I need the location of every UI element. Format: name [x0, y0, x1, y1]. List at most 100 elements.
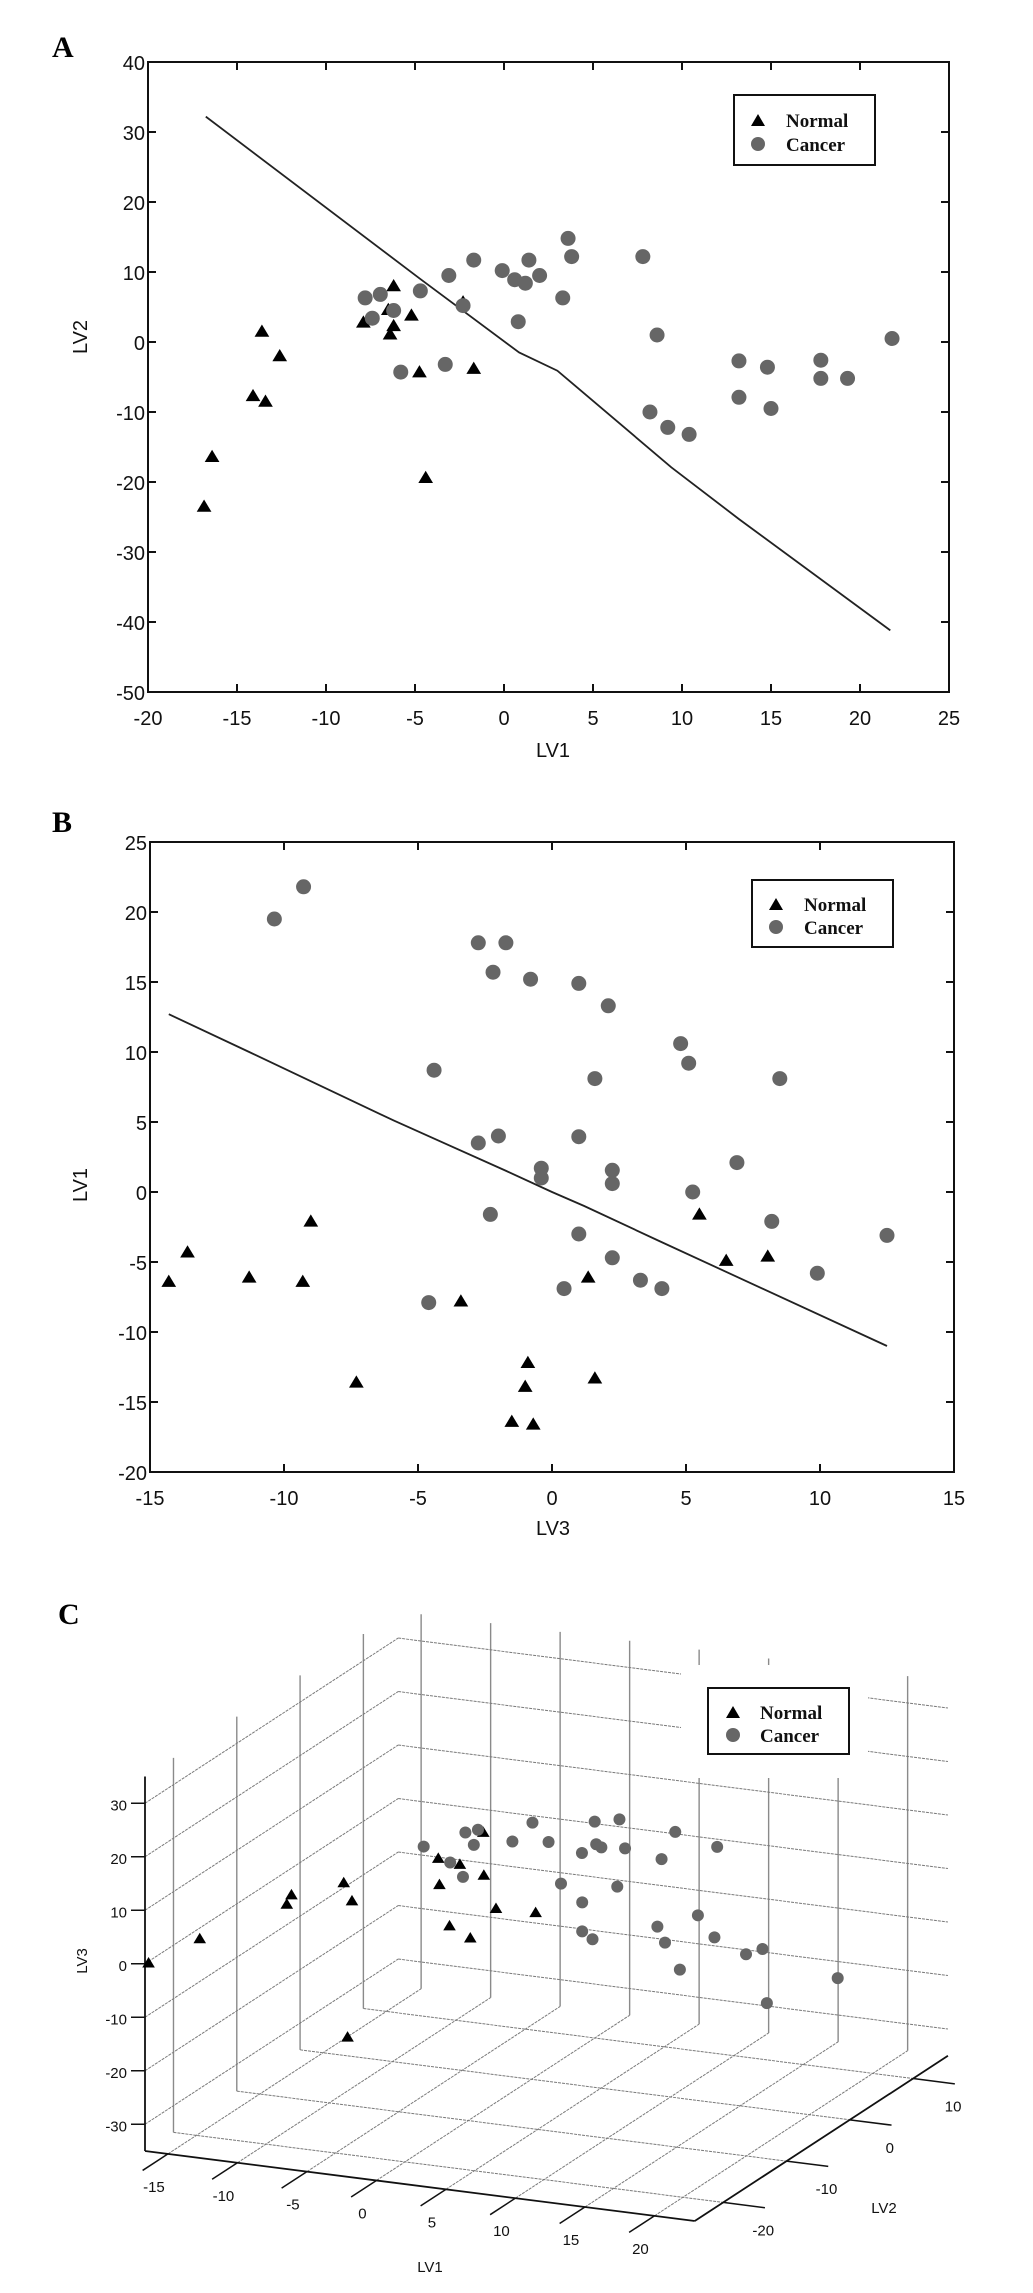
data-point-normal: [760, 1249, 776, 1262]
data-point-normal: [386, 279, 401, 292]
grid-line-left-wall: [144, 1851, 399, 2018]
grid-line-back-wall: [398, 1744, 949, 1816]
data-point-cancer: [576, 1896, 589, 1909]
data-point-normal: [466, 361, 482, 374]
data-point-cancer: [459, 1826, 472, 1839]
data-point-cancer: [490, 1128, 506, 1144]
data-point-cancer: [654, 1281, 670, 1297]
data-point-cancer: [813, 370, 829, 386]
data-point-cancer: [521, 252, 537, 268]
grid-line-floor: [515, 2032, 769, 2199]
data-point-cancer: [494, 263, 510, 279]
legend-box: [733, 94, 876, 166]
grid-line-back-wall: [398, 1851, 949, 1923]
x-tick-label: 0: [498, 708, 509, 730]
legend-circle-icon: [769, 920, 783, 934]
x-tick-label: 20: [849, 708, 871, 730]
data-point-cancer: [575, 1847, 588, 1860]
data-point-normal: [245, 388, 261, 402]
grid-line-floor: [584, 2041, 839, 2208]
x-tick-label: 0: [546, 1488, 557, 1510]
data-point-cancer: [587, 1071, 603, 1087]
x-axis-label-c: LV1: [417, 2259, 443, 2276]
y-tick-label: 0: [134, 333, 145, 355]
grid-line-floor: [376, 2014, 630, 2181]
grid-line-back-wall: [398, 1905, 949, 1977]
x-tick-label: 0: [358, 2205, 366, 2222]
data-point-normal: [345, 1894, 359, 1906]
data-point-normal: [520, 1355, 536, 1369]
x-tick-label: 25: [938, 708, 960, 730]
grid-line-left-wall: [144, 1637, 399, 1804]
grid-line-floor: [167, 1988, 422, 2155]
data-point-cancer: [809, 1265, 825, 1281]
data-point-cancer: [588, 1815, 601, 1828]
y-tick-label: 10: [123, 263, 145, 285]
data-point-cancer: [560, 230, 576, 246]
data-point-cancer: [421, 1295, 437, 1311]
data-point-cancer: [393, 364, 409, 380]
legend-label-cancer: Cancer: [760, 1726, 820, 1747]
data-point-cancer: [763, 401, 779, 416]
data-point-cancer: [884, 331, 900, 346]
data-point-cancer: [412, 283, 428, 299]
data-point-cancer: [266, 911, 282, 927]
x-tick-label: 15: [943, 1488, 965, 1510]
x-tick-mark: [420, 2188, 447, 2207]
data-point-normal: [504, 1414, 520, 1427]
x-tick-mark: [489, 2197, 516, 2216]
data-point-cancer: [482, 1206, 498, 1222]
y-axis-label-a: LV2: [70, 320, 92, 354]
data-point-cancer: [554, 1877, 567, 1890]
z-tick-label: 10: [110, 1904, 127, 1921]
data-point-normal: [453, 1858, 467, 1869]
plot-frame: [147, 61, 950, 693]
data-point-cancer: [673, 1036, 689, 1052]
data-point-cancer: [441, 268, 457, 283]
data-point-normal: [431, 1852, 445, 1863]
data-point-cancer: [533, 1170, 549, 1186]
data-point-cancer: [372, 286, 388, 302]
x-tick-mark: [628, 2215, 655, 2234]
x-tick-mark: [559, 2206, 586, 2225]
data-point-cancer: [658, 1936, 671, 1949]
x-tick-label: 10: [809, 1488, 831, 1510]
data-point-cancer: [759, 359, 775, 375]
x-tick-label: -5: [409, 1488, 427, 1510]
data-point-normal: [453, 1294, 469, 1307]
z-tick-label: 20: [110, 1851, 127, 1868]
legend-b: Normal Cancer: [751, 879, 894, 948]
x-tick-label: 5: [587, 708, 598, 730]
data-point-cancer: [417, 1840, 430, 1853]
data-point-cancer: [681, 1055, 697, 1071]
data-point-normal: [418, 470, 434, 484]
y-tick-label: 30: [123, 123, 145, 145]
y-tick-label: -10: [816, 2181, 838, 2198]
data-point-cancer: [813, 352, 829, 368]
grid-line-left-wall: [144, 1798, 399, 1965]
x-tick-label: -5: [406, 708, 424, 730]
data-point-cancer: [556, 1281, 572, 1297]
data-point-normal: [337, 1876, 351, 1888]
legend-label-cancer: Cancer: [804, 918, 864, 939]
data-point-normal: [443, 1919, 456, 1931]
grid-line-floor: [300, 2049, 850, 2121]
data-point-normal: [517, 1379, 533, 1392]
grid-line-floor: [445, 2023, 700, 2190]
legend-triangle-icon: [726, 1706, 740, 1718]
z-tick-label: -20: [105, 2065, 127, 2082]
data-point-normal: [718, 1253, 734, 1266]
panel-b: B -15 -10 -5 0 5 10 15 -20 -15 -10 -5 0 5 10 15 20 25 LV…: [52, 806, 965, 1540]
data-point-cancer: [542, 1835, 555, 1848]
y-tick-label: 20: [125, 903, 147, 925]
data-point-cancer: [711, 1840, 724, 1853]
decision-boundary-line: [168, 1013, 888, 1347]
data-point-cancer: [571, 1129, 587, 1145]
x-tick-label: -15: [143, 2179, 165, 2196]
x-tick-label: 10: [493, 2223, 510, 2240]
y-tick-label: 10: [125, 1043, 147, 1065]
legend-label-cancer: Cancer: [786, 135, 846, 156]
x-tick-mark: [142, 2153, 169, 2172]
data-point-normal: [341, 2031, 354, 2042]
